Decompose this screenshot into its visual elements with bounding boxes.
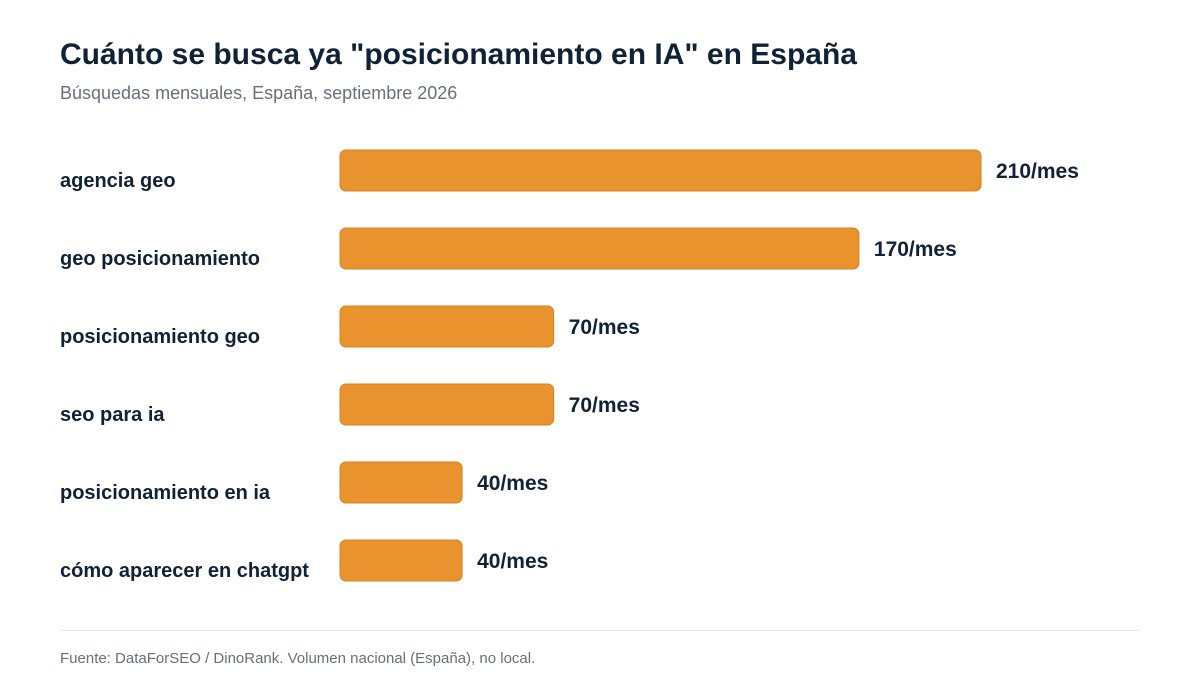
bar [339,305,555,348]
source-note: Fuente: DataForSEO / DinoRank. Volumen n… [60,650,536,667]
footer-divider [60,630,1140,631]
bar-chart: agencia geo 210/mes geo posicionamiento 170… [60,149,1079,582]
bar [339,461,463,504]
value-label: 210/mes [996,160,1079,183]
value-label: 40/mes [477,472,548,495]
category-label: seo para ia [60,404,165,426]
category-label: cómo aparecer en chatgpt [60,560,309,582]
value-label: 40/mes [477,550,548,573]
category-label: posicionamiento en ia [60,482,271,504]
category-label: agencia geo [60,170,176,192]
category-label: geo posicionamiento [60,248,260,270]
value-label: 70/mes [569,316,640,339]
value-label: 170/mes [874,238,957,261]
chart-subtitle: Búsquedas mensuales, España, septiembre … [60,83,458,103]
category-label: posicionamiento geo [60,326,260,348]
bar [339,149,982,192]
value-label: 70/mes [569,394,640,417]
bar [339,539,463,582]
bar [339,383,555,426]
bar [339,227,860,270]
chart-title: Cuánto se busca ya "posicionamiento en I… [60,38,857,71]
